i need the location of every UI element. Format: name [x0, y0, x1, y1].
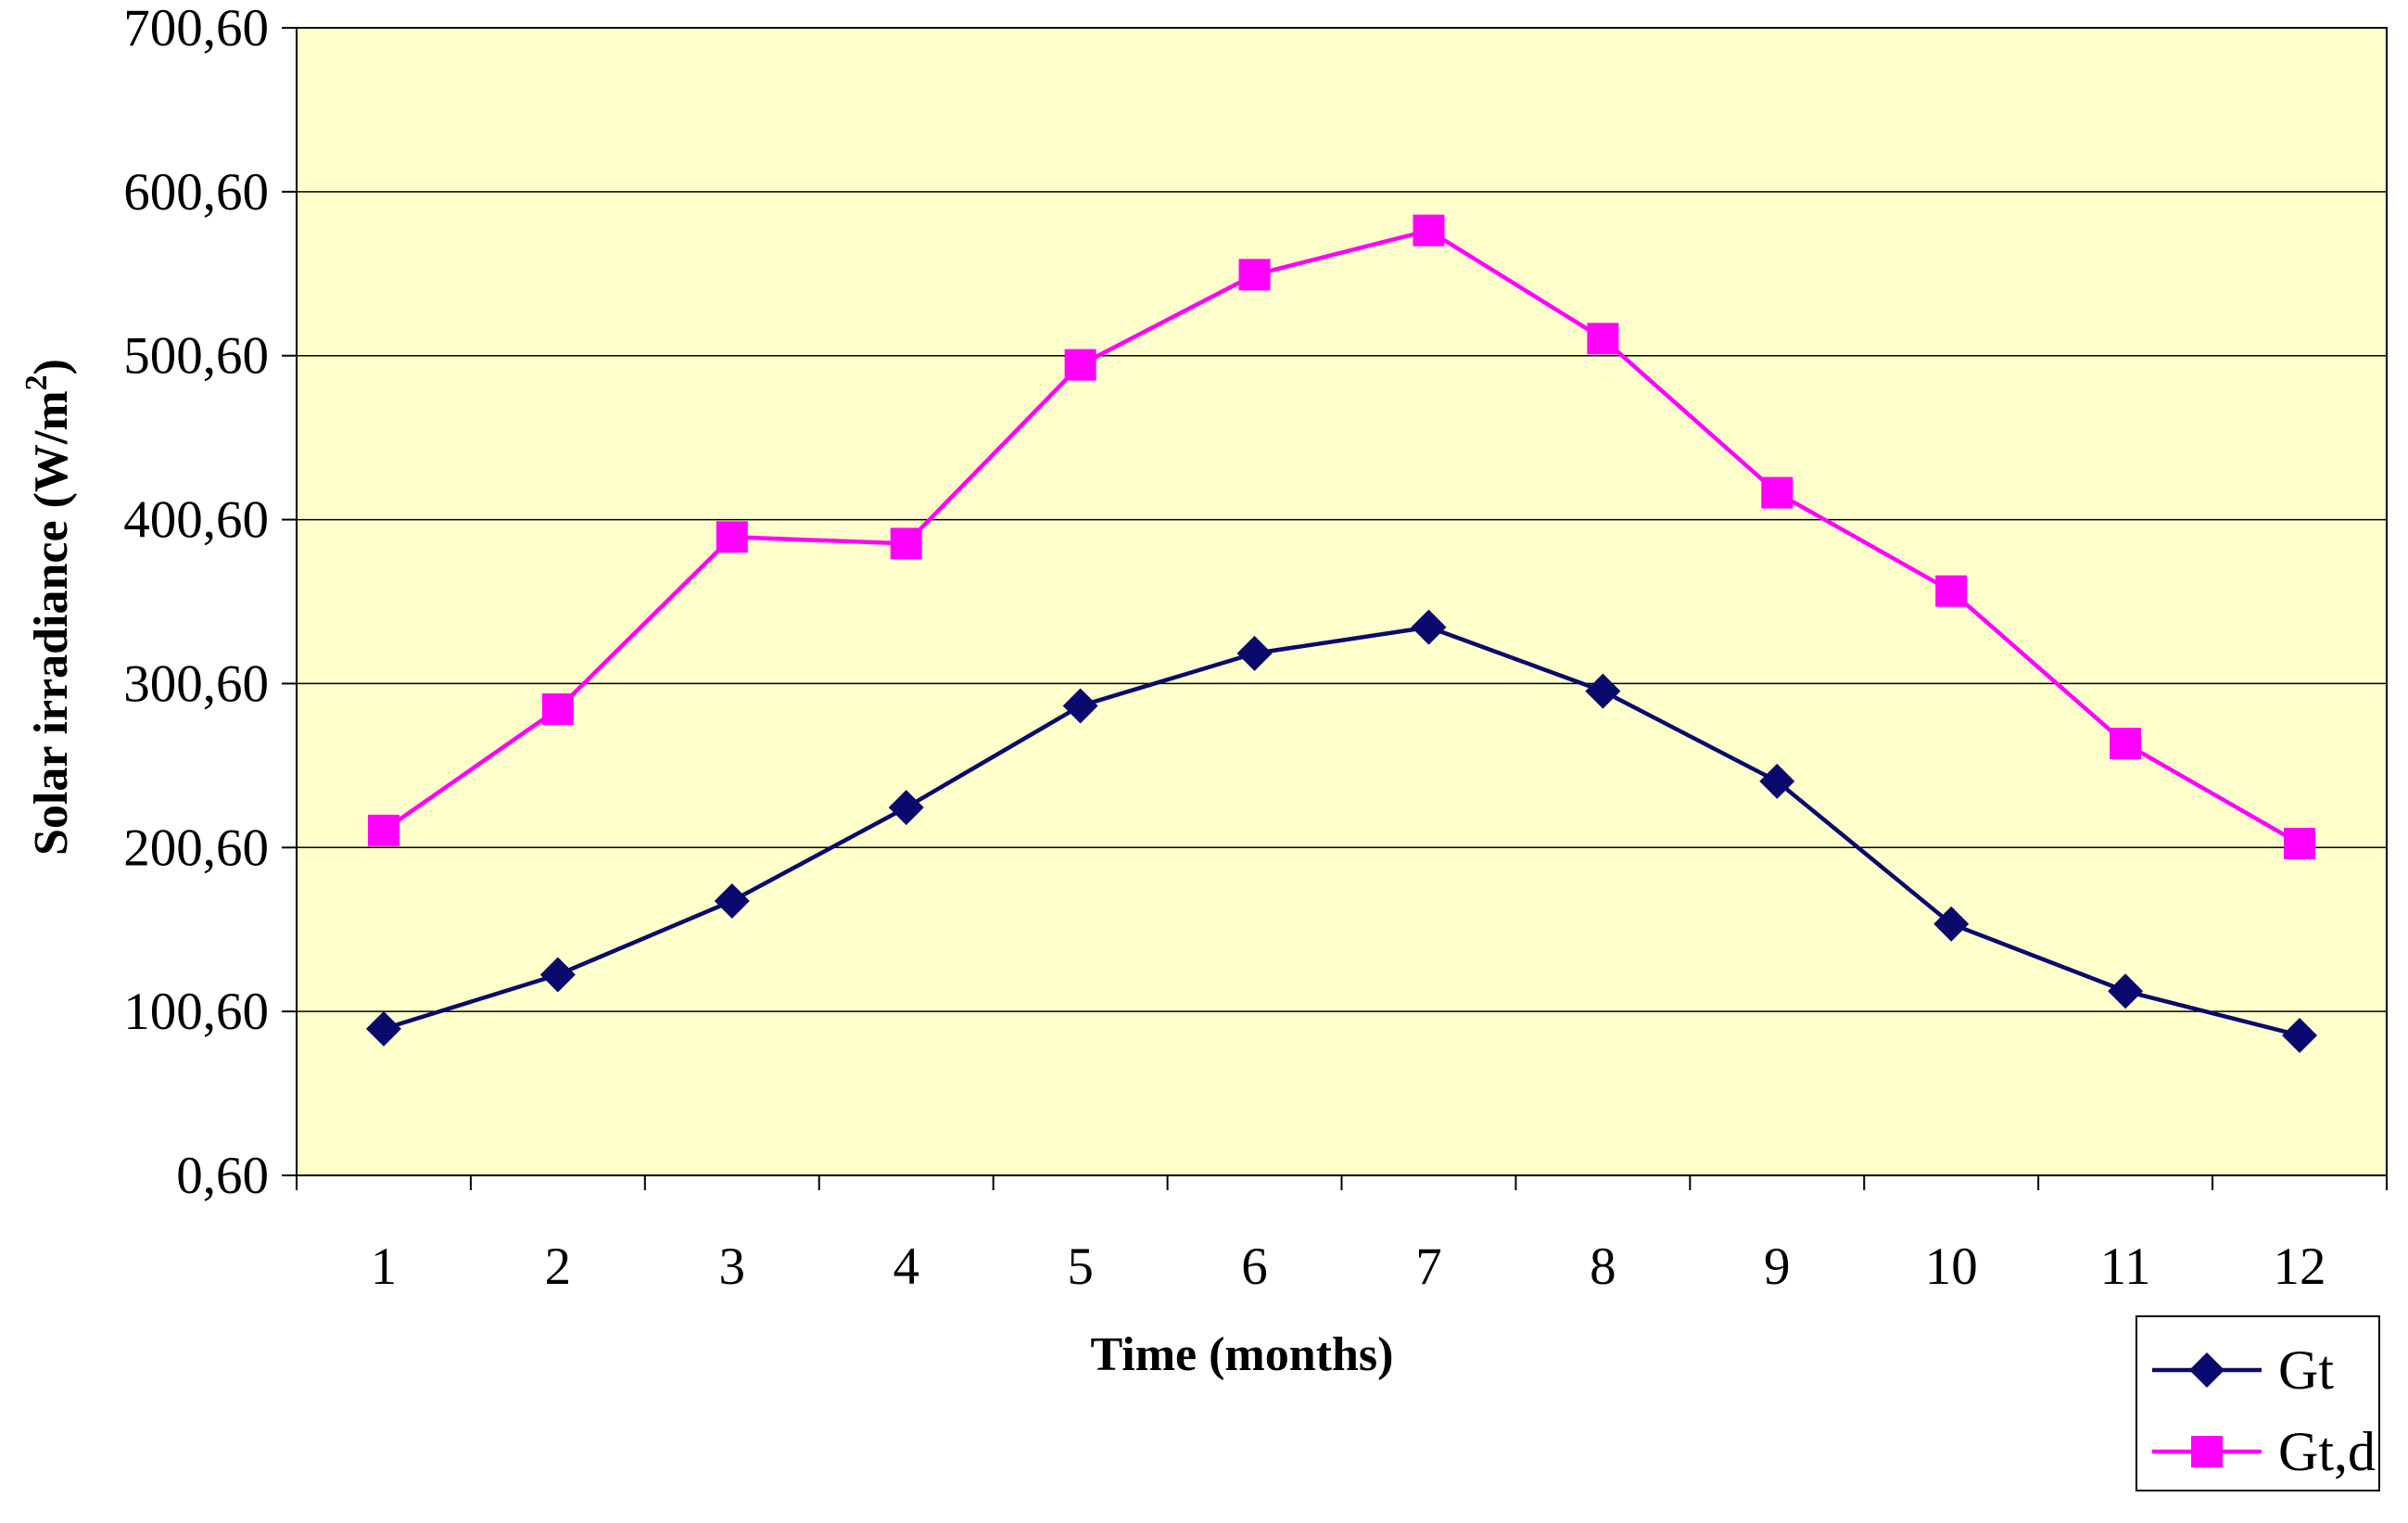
x-tick-label: 7 — [1415, 1237, 1442, 1296]
y-axis-title-superscript: 2 — [19, 374, 54, 390]
data-point — [1238, 259, 1271, 291]
data-point — [1587, 323, 1619, 355]
plot-area — [296, 27, 2388, 1176]
x-tick-label: 5 — [1067, 1237, 1094, 1296]
y-tick-label: 400,60 — [123, 491, 269, 550]
data-point — [365, 1010, 401, 1047]
data-point — [2108, 973, 2144, 1009]
x-tick-label: 4 — [893, 1237, 919, 1296]
series-gt-d — [367, 214, 2316, 860]
x-tick-label: 2 — [545, 1237, 572, 1296]
series-line — [382, 228, 2301, 845]
series-gt — [365, 609, 2318, 1053]
x-tick-label: 10 — [1925, 1237, 1978, 1296]
x-tick-label: 9 — [1764, 1237, 1791, 1296]
data-point — [1759, 763, 1795, 799]
data-point — [890, 527, 922, 560]
y-tick-labels: 0,60 100,60 200,60 300,60 400,60 500,60 600,60… — [123, 0, 269, 1205]
y-tick-label: 100,60 — [123, 983, 269, 1041]
y-axis-title-close: ) — [25, 359, 78, 374]
legend-label: Gt — [2278, 1339, 2334, 1401]
x-axis-title: Time (months) — [1091, 1328, 1394, 1381]
data-point — [1413, 214, 1445, 247]
data-point — [714, 882, 750, 919]
data-point — [541, 693, 574, 726]
gridlines — [297, 191, 2387, 1012]
data-point — [1761, 476, 1793, 509]
x-tick-label: 8 — [1590, 1237, 1616, 1296]
y-tick-label: 500,60 — [123, 327, 269, 386]
y-axis-title: Solar irradiance (W/m2) — [19, 359, 78, 856]
data-point — [1236, 635, 1273, 671]
x-tick-label: 6 — [1241, 1237, 1268, 1296]
x-tick-label: 11 — [2100, 1237, 2151, 1296]
data-point — [1064, 349, 1096, 381]
data-point — [1585, 673, 1621, 709]
y-tick-label: 200,60 — [123, 819, 269, 877]
data-point — [1933, 906, 1970, 942]
data-point — [888, 790, 924, 826]
y-tick-label: 0,60 — [176, 1147, 269, 1205]
data-point — [1411, 609, 1447, 645]
data-point — [716, 521, 748, 553]
x-tick-labels: 1 2 3 4 5 6 7 8 9 10 11 12 — [371, 1237, 2326, 1296]
data-point — [2110, 728, 2142, 760]
legend-marker — [2189, 1352, 2224, 1388]
legend-label: Gt,d — [2278, 1421, 2376, 1482]
series-line — [383, 625, 2300, 1038]
x-tick-label: 1 — [371, 1237, 398, 1296]
axes — [282, 27, 2388, 1190]
data-point — [367, 814, 399, 846]
legend-item: Gt,d — [2152, 1421, 2376, 1482]
y-tick-label: 300,60 — [123, 654, 269, 713]
legend: Gt Gt,d — [2136, 1315, 2380, 1491]
data-point — [2282, 1017, 2318, 1053]
legend-marker — [2191, 1436, 2223, 1467]
series — [365, 214, 2318, 1053]
data-point — [1062, 688, 1098, 724]
legend-item: Gt — [2152, 1339, 2334, 1401]
y-tick-label: 600,60 — [123, 163, 269, 222]
legend-box — [2136, 1315, 2380, 1491]
y-tick-label: 700,60 — [123, 0, 269, 57]
data-point — [539, 957, 576, 993]
data-point — [2284, 828, 2316, 860]
x-tick-label: 12 — [2274, 1237, 2326, 1296]
x-tick-label: 3 — [719, 1237, 746, 1296]
y-axis-title-main: Solar irradiance (W/m — [25, 390, 78, 856]
data-point — [1935, 575, 1968, 607]
